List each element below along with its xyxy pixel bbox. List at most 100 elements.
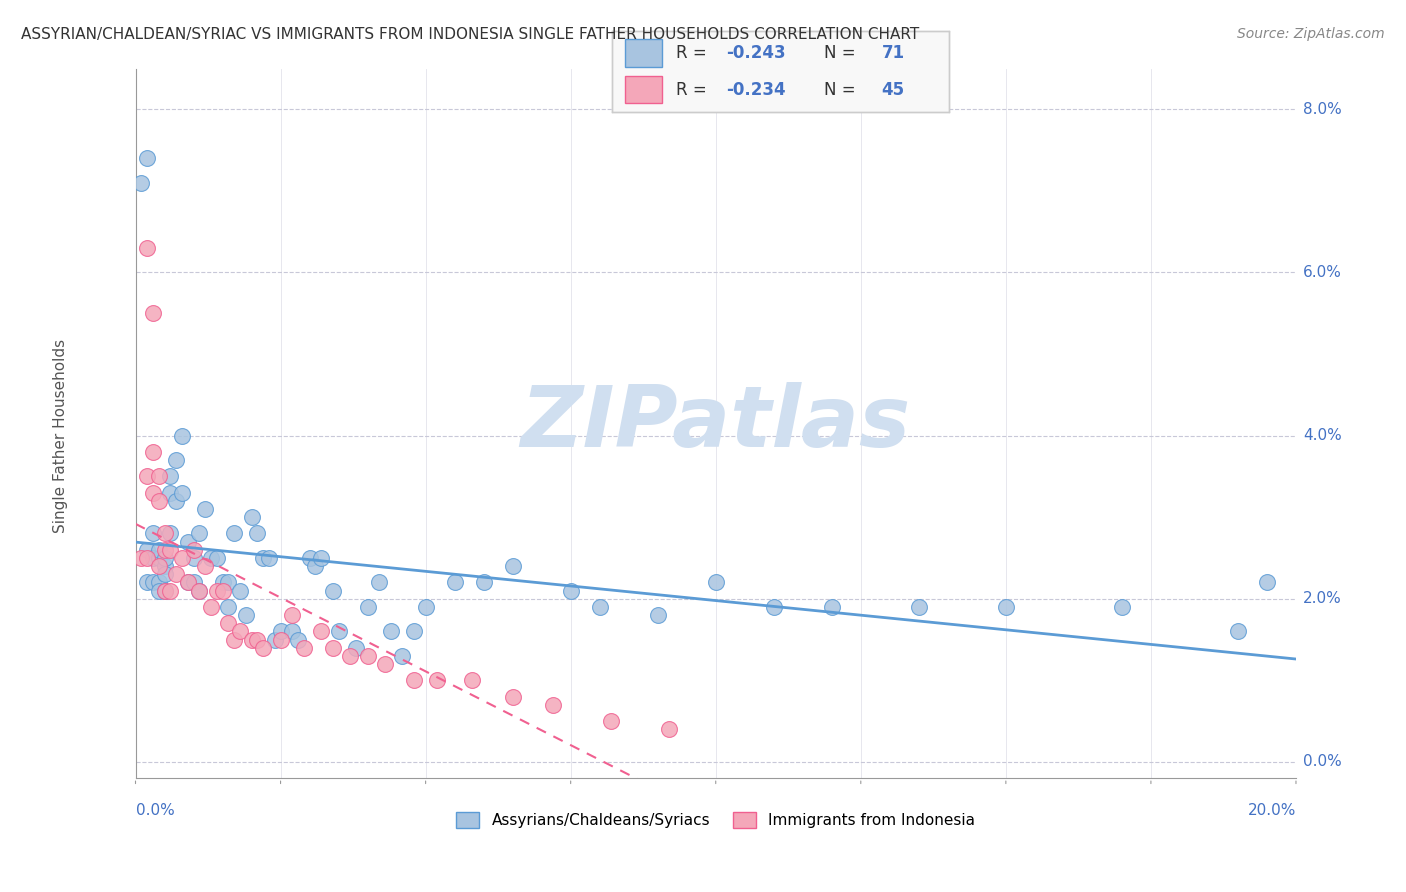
Point <box>148 551 170 566</box>
Text: 0.0%: 0.0% <box>1303 755 1341 770</box>
Point <box>200 599 222 614</box>
Point <box>194 502 217 516</box>
Point <box>246 632 269 647</box>
Point <box>304 559 326 574</box>
Point <box>217 616 239 631</box>
Text: R =: R = <box>676 81 711 99</box>
Point <box>356 648 378 663</box>
Point <box>252 551 274 566</box>
Point <box>589 599 612 614</box>
Point <box>402 673 425 688</box>
Point <box>188 583 211 598</box>
Point <box>194 559 217 574</box>
Point <box>907 599 929 614</box>
Point <box>647 608 669 623</box>
Point <box>391 648 413 663</box>
Point <box>177 575 200 590</box>
Point <box>263 632 285 647</box>
Point <box>142 526 165 541</box>
Point <box>240 510 263 524</box>
Point <box>177 575 200 590</box>
Point <box>287 632 309 647</box>
Text: 71: 71 <box>882 44 904 62</box>
Point <box>472 575 495 590</box>
Point <box>240 632 263 647</box>
Text: 6.0%: 6.0% <box>1303 265 1341 280</box>
Point <box>328 624 350 639</box>
Point <box>136 551 159 566</box>
Point <box>136 151 159 165</box>
Point <box>183 575 205 590</box>
Point <box>153 542 176 557</box>
Point <box>658 723 681 737</box>
Point <box>257 551 280 566</box>
Legend: Assyrians/Chaldeans/Syriacs, Immigrants from Indonesia: Assyrians/Chaldeans/Syriacs, Immigrants … <box>450 806 981 834</box>
Point <box>217 599 239 614</box>
Point <box>142 445 165 459</box>
Point <box>159 469 181 483</box>
Point <box>148 494 170 508</box>
Point <box>159 542 181 557</box>
Text: 2.0%: 2.0% <box>1303 591 1341 607</box>
Point <box>461 673 484 688</box>
Point <box>560 583 582 598</box>
Text: -0.234: -0.234 <box>727 81 786 99</box>
Text: 8.0%: 8.0% <box>1303 102 1341 117</box>
Point <box>426 673 449 688</box>
Point <box>136 575 159 590</box>
Point <box>142 485 165 500</box>
Point <box>200 551 222 566</box>
Point <box>148 575 170 590</box>
Point <box>165 494 187 508</box>
Point <box>309 624 332 639</box>
Point <box>131 176 153 190</box>
Point <box>177 534 200 549</box>
Point <box>148 583 170 598</box>
Point <box>543 698 565 712</box>
Point <box>502 690 524 704</box>
Point <box>205 583 228 598</box>
Text: Single Father Households: Single Father Households <box>52 339 67 533</box>
Point <box>183 551 205 566</box>
Point <box>309 551 332 566</box>
Point <box>1256 575 1278 590</box>
Point <box>165 453 187 467</box>
Point <box>211 583 233 598</box>
Point <box>142 551 165 566</box>
Bar <box>626 76 662 103</box>
Point <box>402 624 425 639</box>
Point <box>1226 624 1249 639</box>
Text: N =: N = <box>824 44 860 62</box>
Point <box>322 583 344 598</box>
Point <box>270 632 292 647</box>
Point <box>188 526 211 541</box>
Point <box>148 559 170 574</box>
Point <box>229 624 252 639</box>
Point <box>281 624 304 639</box>
Point <box>153 551 176 566</box>
Text: 0.0%: 0.0% <box>135 803 174 818</box>
Point <box>356 599 378 614</box>
Point <box>292 640 315 655</box>
Point <box>246 526 269 541</box>
Point <box>153 583 176 598</box>
Text: 20.0%: 20.0% <box>1247 803 1296 818</box>
Point <box>600 714 623 728</box>
Point <box>170 485 193 500</box>
Point <box>148 542 170 557</box>
Text: Source: ZipAtlas.com: Source: ZipAtlas.com <box>1237 27 1385 41</box>
Text: R =: R = <box>676 44 711 62</box>
Point <box>994 599 1017 614</box>
Point <box>344 640 367 655</box>
Point <box>281 608 304 623</box>
Point <box>159 485 181 500</box>
Point <box>322 640 344 655</box>
Point <box>821 599 844 614</box>
Point <box>224 632 246 647</box>
Point <box>704 575 727 590</box>
Point <box>762 599 785 614</box>
Text: ASSYRIAN/CHALDEAN/SYRIAC VS IMMIGRANTS FROM INDONESIA SINGLE FATHER HOUSEHOLDS C: ASSYRIAN/CHALDEAN/SYRIAC VS IMMIGRANTS F… <box>21 27 920 42</box>
Text: ZIPatlas: ZIPatlas <box>520 382 911 465</box>
Text: N =: N = <box>824 81 860 99</box>
Point <box>252 640 274 655</box>
